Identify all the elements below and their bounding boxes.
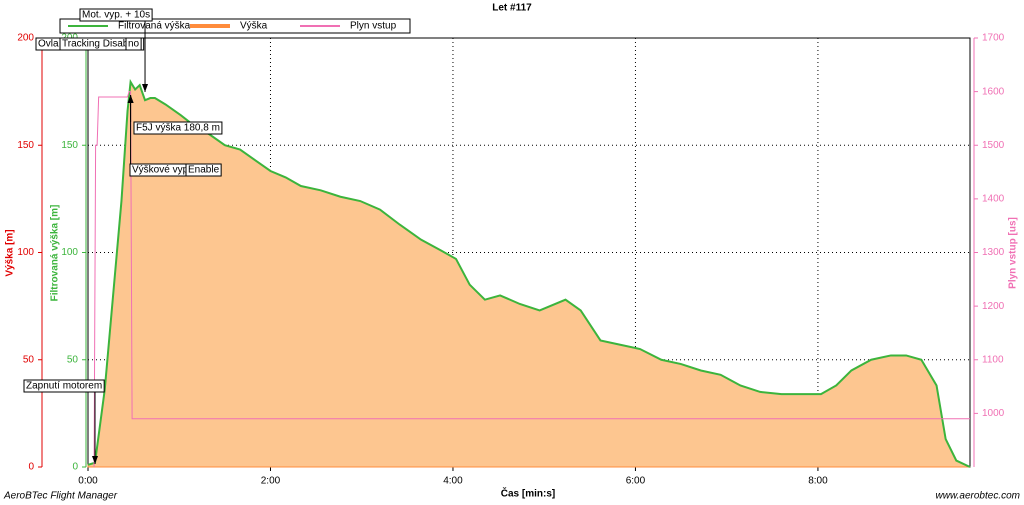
legend-label: Filtrovaná výška [118,21,191,32]
annotation-label: Zapnutí motorem [26,381,102,392]
annotation-label: Enable [188,165,220,176]
annotation-arrowhead [127,95,134,103]
y-tick-label: 100 [17,247,34,258]
y2-tick-label: 1500 [982,140,1005,151]
chart-title: Let #117 [492,3,532,14]
y-tick-label: 150 [17,140,34,151]
y2-tick-label: 1600 [982,86,1005,97]
y2-tick-label: 1000 [982,408,1005,419]
annotation-box [23,379,105,393]
legend [59,18,411,34]
y2-tick-label: 1400 [982,194,1005,205]
y2-tick-label: 1100 [982,354,1004,365]
annotation-label: Ovla [38,39,59,50]
y-tick-label: 200 [17,33,34,44]
legend-label: Plyn vstup [350,21,397,32]
y3-tick-label: 50 [67,354,79,365]
footer-right: www.aerobtec.com [936,491,1020,502]
annotation-box [59,37,145,51]
annotation-label: Mot. vyp. + 10s [82,10,150,21]
y2-axis-label: Plyn vstup [us] [1008,217,1019,289]
annotation-label: no [128,39,140,50]
y-tick-label: 0 [28,462,34,473]
annotation-label: Výškové vyp [132,165,189,176]
annotation-box [185,163,222,177]
y3-tick-label: 100 [61,247,78,258]
annotation-arrowhead [91,456,98,464]
annotation-box [79,8,153,22]
line [87,78,971,468]
y-tick-label: 50 [23,354,35,365]
y2-tick-label: 1200 [982,301,1005,312]
x-tick-label: 8:00 [808,476,828,487]
y3-axis-label: Filtrovaná výška [m] [50,205,61,302]
annotation-arrowhead [142,84,149,92]
y2-tick-label: 1700 [982,33,1005,44]
x-tick-label: 4:00 [443,476,463,487]
annotation-label: F5J výška 180,8 m [136,123,220,134]
annotation-box [133,121,223,135]
x-tick-label: 2:00 [261,476,281,487]
y-axis-label: Výška [m] [5,229,16,276]
x-tick-label: 0:00 [78,476,98,487]
x-axis-label: Čas [min:s] [501,487,555,500]
x-tick-label: 6:00 [626,476,646,487]
y2-tick-label: 1300 [982,247,1005,258]
footer-left: AeroBTec Flight Manager [3,491,118,502]
annotation-label: Tracking Disabled [62,39,142,50]
y3-tick-label: 0 [72,462,78,473]
legend-label: Výška [240,21,268,32]
y3-tick-label: 150 [61,140,78,151]
line [93,91,970,468]
annotation-box [125,37,142,51]
